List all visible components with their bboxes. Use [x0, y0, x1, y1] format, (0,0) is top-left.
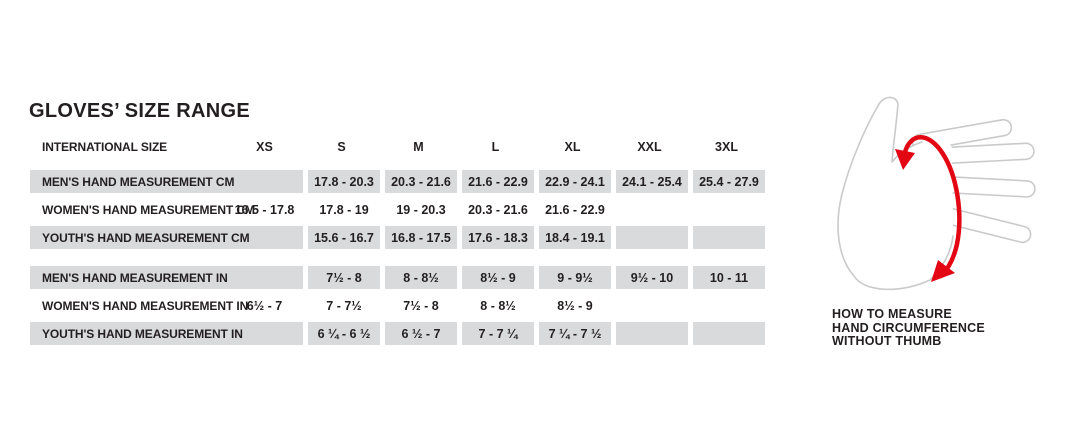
- measurement-row-label: YOUTH'S HAND MEASUREMENT IN: [42, 326, 243, 341]
- caption-line-3: WITHOUT THUMB: [832, 334, 942, 348]
- measurement-value-cell: 19 - 20.3: [380, 198, 457, 221]
- measurement-value-cell: 16.8 - 17.5: [380, 226, 457, 249]
- measurement-value-cell: 22.9 - 24.1: [534, 170, 611, 193]
- measurement-value-cell: 15.6 - 16.7: [303, 226, 380, 249]
- row-label-cell: YOUTH'S HAND MEASUREMENT IN: [30, 322, 303, 345]
- measurement-value-cell: 17.6 - 18.3: [457, 226, 534, 249]
- page-title: GLOVES’ SIZE RANGE: [29, 100, 250, 122]
- palm-outline: [837, 96, 931, 291]
- measurement-value-cell: 20.3 - 21.6: [380, 170, 457, 193]
- measurement-value-cell: 17.8 - 19: [303, 198, 380, 221]
- measure-arrow-bottom-head: [931, 260, 955, 282]
- international-size-label: INTERNATIONAL SIZE: [42, 140, 168, 154]
- measurement-value-cell: 8 - 8½: [380, 266, 457, 289]
- measure-arrow-icon: [902, 135, 962, 279]
- row-label-cell: WOMEN'S HAND MEASUREMENT CM 16.5 - 17.8: [30, 198, 303, 221]
- size-header-xs: XS: [256, 140, 273, 154]
- size-table: INTERNATIONAL SIZE XS S M L XL XXL 3XL MEN'S HAN…: [30, 138, 765, 350]
- measurement-value-cell: 7 - 7 ¼: [457, 322, 534, 345]
- measurement-value-cell: 7 ¼ - 7 ½: [534, 322, 611, 345]
- table-row: MEN'S HAND MEASUREMENT CM 17.8 - 20.3 20.3…: [30, 170, 765, 193]
- measurement-row-label: WOMEN'S HAND MEASUREMENT IN: [42, 298, 249, 313]
- measurement-row-label: WOMEN'S HAND MEASUREMENT CM: [42, 202, 255, 217]
- measurement-value-cell: 21.6 - 22.9: [457, 170, 534, 193]
- measurement-value-xs: [226, 170, 303, 193]
- row-label-cell: MEN'S HAND MEASUREMENT IN: [30, 266, 303, 289]
- measurement-value-cell: 21.6 - 22.9: [534, 198, 611, 221]
- measurement-value-cell: [688, 294, 765, 317]
- measurement-value-cell: [611, 294, 688, 317]
- measurement-value-cell: [688, 226, 765, 249]
- measurement-row-label: MEN'S HAND MEASUREMENT CM: [42, 174, 235, 189]
- palm-shape: [838, 97, 953, 290]
- measurement-value-cell: 9½ - 10: [611, 266, 688, 289]
- measurement-value-cell: 17.8 - 20.3: [303, 170, 380, 193]
- row-label-cell: WOMEN'S HAND MEASUREMENT IN 6½ - 7: [30, 294, 303, 317]
- measurement-value-cell: 24.1 - 25.4: [611, 170, 688, 193]
- measurement-value-cell: [611, 322, 688, 345]
- measurement-value-cell: 18.4 - 19.1: [534, 226, 611, 249]
- table-row: YOUTH'S HAND MEASUREMENT CM 15.6 - 16.7 16…: [30, 226, 765, 249]
- measure-caption: HOW TO MEASURE HAND CIRCUMFERENCE WITHOU…: [832, 307, 985, 349]
- size-header-xl: XL: [564, 140, 581, 154]
- measurement-value-cell: 8 - 8½: [457, 294, 534, 317]
- measurement-row-label: YOUTH'S HAND MEASUREMENT CM: [42, 230, 250, 245]
- size-header-l: L: [491, 140, 500, 154]
- measurement-value-cell: 7 - 7½: [303, 294, 380, 317]
- header-label-cell: INTERNATIONAL SIZE XS: [30, 138, 303, 156]
- measurement-value-cell: [611, 198, 688, 221]
- measurement-value-cell: 6 ½ - 7: [380, 322, 457, 345]
- size-header-xxl: XXL: [637, 140, 662, 154]
- table-row: INTERNATIONAL SIZE XS S M L XL XXL 3XL: [30, 138, 765, 156]
- caption-line-2: HAND CIRCUMFERENCE: [832, 320, 985, 335]
- measurement-value-cell: 25.4 - 27.9: [688, 170, 765, 193]
- measurement-value-cell: 7½ - 8: [303, 266, 380, 289]
- measurement-row-label: MEN'S HAND MEASUREMENT IN: [42, 270, 228, 285]
- measurement-value-cell: 8½ - 9: [457, 266, 534, 289]
- hand-illustration: [812, 88, 1070, 306]
- size-header-m: M: [413, 140, 424, 154]
- hand-measure-icon: [837, 96, 1036, 291]
- measurement-value-cell: 7½ - 8: [380, 294, 457, 317]
- row-label-cell: MEN'S HAND MEASUREMENT CM: [30, 170, 303, 193]
- measurement-value-cell: [688, 322, 765, 345]
- size-header-s: S: [337, 140, 346, 154]
- measurement-value-cell: 20.3 - 21.6: [457, 198, 534, 221]
- measurement-value-cell: 10 - 11: [688, 266, 765, 289]
- measurement-value-cell: 9 - 9½: [534, 266, 611, 289]
- row-label-cell: YOUTH'S HAND MEASUREMENT CM: [30, 226, 303, 249]
- measurement-value-xs: [226, 266, 303, 289]
- measurement-value-cell: 6 ¼ - 6 ½: [303, 322, 380, 345]
- measurement-value-cell: [688, 198, 765, 221]
- table-row: WOMEN'S HAND MEASUREMENT CM 16.5 - 17.8 17…: [30, 198, 765, 221]
- caption-line-1: HOW TO MEASURE: [832, 307, 952, 321]
- measurement-value-cell: [611, 226, 688, 249]
- measurement-value-cell: 8½ - 9: [534, 294, 611, 317]
- measure-arrow-top-head: [895, 149, 915, 170]
- size-header-3xl: 3XL: [715, 140, 738, 154]
- measurement-value-xs: 16.5 - 17.8: [234, 202, 295, 217]
- measurement-value-xs: 6½ - 7: [246, 298, 283, 313]
